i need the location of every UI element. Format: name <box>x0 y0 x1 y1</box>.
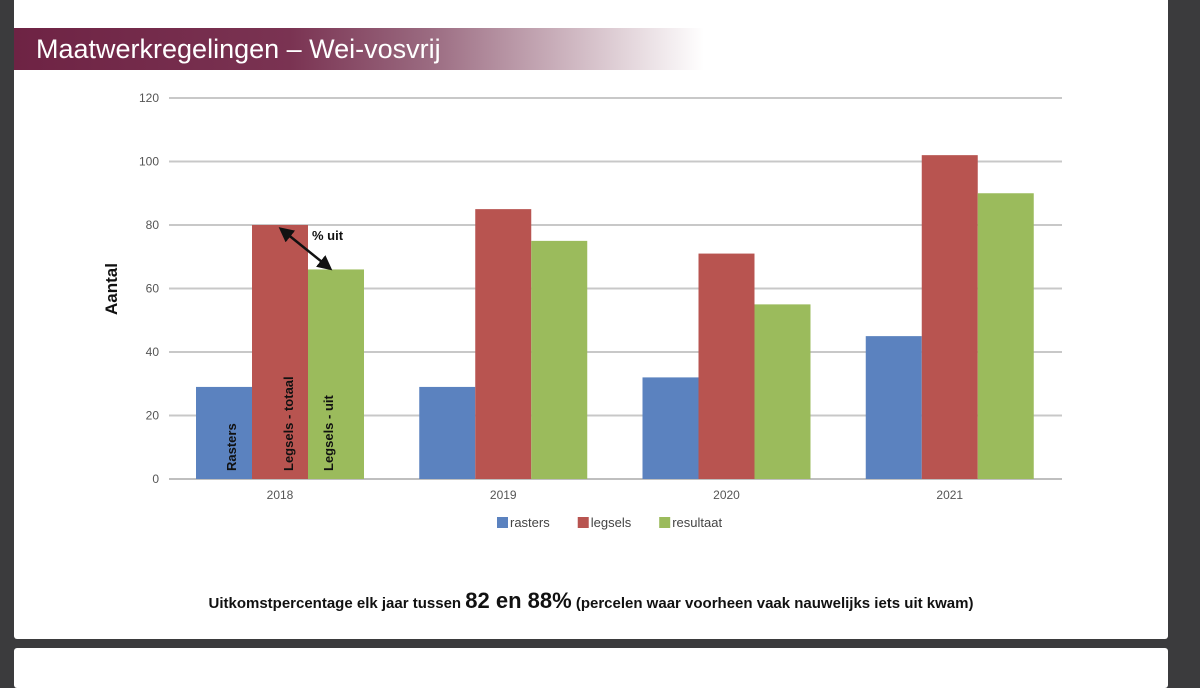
caption: Uitkomstpercentage elk jaar tussen 82 en… <box>14 588 1168 614</box>
bar-rasters-2019 <box>419 386 476 479</box>
legend-label-rasters: rasters <box>510 515 550 530</box>
caption-highlight: 82 en 88% <box>465 588 572 613</box>
x-tick-label: 2018 <box>267 488 294 502</box>
y-tick-label: 40 <box>146 345 160 359</box>
bar-resultaat-2020 <box>754 304 811 479</box>
legend-swatch-resultaat <box>659 517 671 528</box>
caption-post: (percelen waar voorheen vaak nauwelijks … <box>571 595 974 612</box>
bar-resultaat-2019 <box>531 240 588 479</box>
title-bar: Maatwerkregelingen – Wei-vosvrij <box>14 28 704 70</box>
bar-annotation-legsels-uit: Legsels - uit <box>321 394 336 471</box>
y-tick-label: 0 <box>152 472 159 486</box>
legend-label-resultaat: resultaat <box>672 515 722 530</box>
y-tick-label: 100 <box>139 155 159 169</box>
legend-swatch-rasters <box>497 517 508 528</box>
bar-rasters-2021 <box>865 336 922 479</box>
bar-chart: 2018 2019 2020 2021 0 20 40 60 80 100 120 Aantal r… <box>102 91 1062 530</box>
legend-label-legsels: legsels <box>591 515 632 530</box>
bar-rasters-2020 <box>642 377 699 479</box>
bar-legsels-2019 <box>475 209 532 479</box>
legend-swatch-legsels <box>577 517 589 528</box>
x-tick-label: 2020 <box>713 488 740 502</box>
y-tick-label: 120 <box>139 91 159 105</box>
slide-title: Maatwerkregelingen – Wei-vosvrij <box>36 34 441 64</box>
y-tick-label: 20 <box>146 409 160 423</box>
caption-pre: Uitkomstpercentage elk jaar tussen <box>208 595 466 612</box>
x-tick-label: 2019 <box>490 488 517 502</box>
bar-legsels-2021 <box>921 155 978 479</box>
bar-annotation-rasters: Rasters <box>224 423 239 471</box>
bar-resultaat-2021 <box>977 193 1034 479</box>
arrow-label: % uit <box>312 228 344 243</box>
bar-legsels-2018 <box>252 225 308 479</box>
bar-legsels-2020 <box>698 253 755 479</box>
y-tick-label: 60 <box>146 282 160 296</box>
x-tick-label: 2021 <box>936 488 963 502</box>
y-axis-label: Aantal <box>102 263 121 315</box>
bar-annotation-legsels-totaal: Legsels - totaal <box>281 376 296 471</box>
percent-arrow <box>278 227 333 271</box>
next-slide <box>14 648 1168 688</box>
bar-rasters-2018 <box>196 386 252 479</box>
slide: Maatwerkregelingen – Wei-vosvrij 2018 201… <box>14 0 1168 639</box>
bar-resultaat-2018 <box>308 269 364 479</box>
y-tick-label: 80 <box>146 218 160 232</box>
